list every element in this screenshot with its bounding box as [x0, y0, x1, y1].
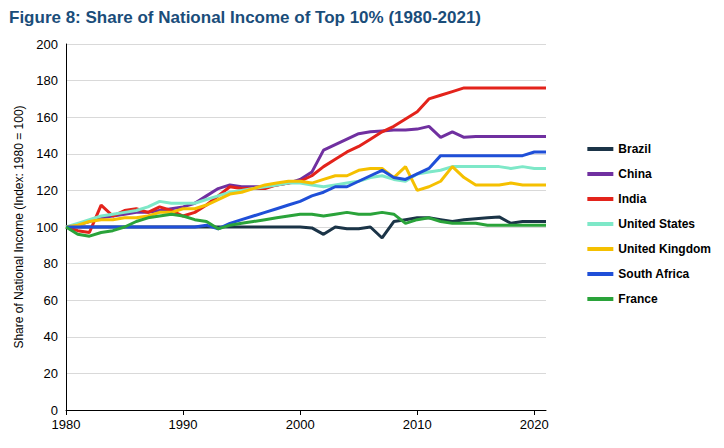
svg-text:60: 60: [44, 293, 58, 308]
svg-text:Brazil: Brazil: [618, 142, 651, 156]
svg-text:1980: 1980: [52, 417, 81, 432]
svg-text:2000: 2000: [286, 417, 315, 432]
svg-text:40: 40: [44, 329, 58, 344]
svg-text:Share of National Income (Inde: Share of National Income (Index: 1980 = …: [12, 105, 26, 348]
svg-text:20: 20: [44, 366, 58, 381]
svg-text:2020: 2020: [520, 417, 549, 432]
svg-text:France: France: [618, 292, 658, 306]
svg-text:2010: 2010: [403, 417, 432, 432]
svg-text:200: 200: [36, 37, 58, 52]
svg-text:United Kingdom: United Kingdom: [618, 242, 711, 256]
svg-text:140: 140: [36, 146, 58, 161]
svg-text:India: India: [618, 192, 646, 206]
svg-text:United States: United States: [618, 217, 695, 231]
svg-text:0: 0: [51, 403, 58, 418]
svg-text:Figure 8: Share of National In: Figure 8: Share of National Income of To…: [9, 8, 481, 27]
svg-text:160: 160: [36, 110, 58, 125]
svg-text:120: 120: [36, 183, 58, 198]
svg-text:1990: 1990: [169, 417, 198, 432]
svg-text:80: 80: [44, 256, 58, 271]
svg-text:100: 100: [36, 220, 58, 235]
svg-text:China: China: [618, 167, 652, 181]
svg-text:180: 180: [36, 73, 58, 88]
svg-text:South Africa: South Africa: [618, 267, 689, 281]
